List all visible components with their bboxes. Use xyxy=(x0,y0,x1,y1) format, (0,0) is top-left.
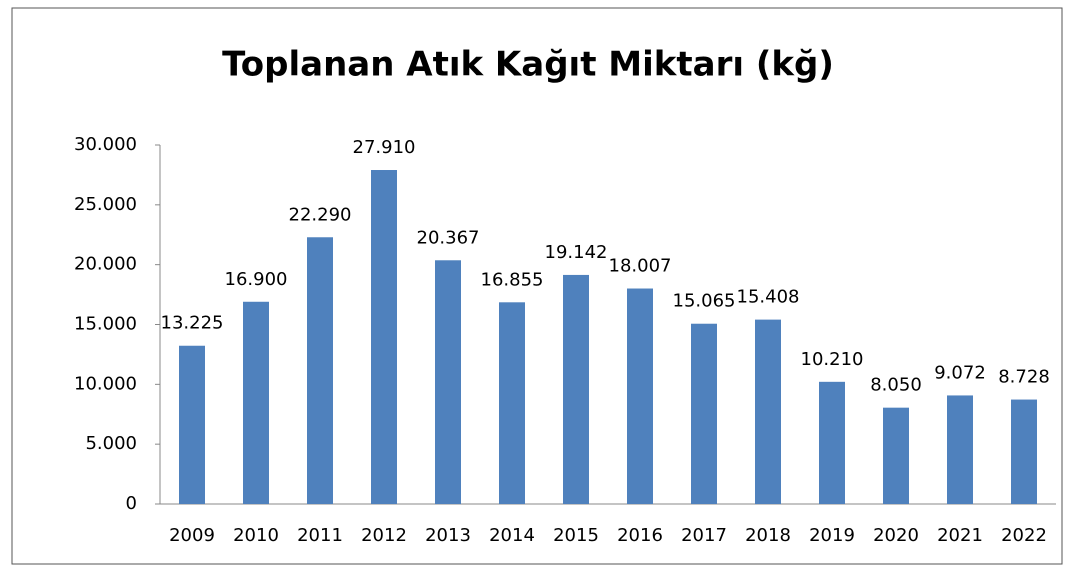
value-label: 27.910 xyxy=(353,137,416,158)
bar xyxy=(627,288,653,504)
value-label: 8.728 xyxy=(998,367,1050,388)
x-tick-label: 2016 xyxy=(617,525,663,546)
y-tick-label: 5.000 xyxy=(85,433,137,454)
bar xyxy=(435,260,461,504)
x-tick-label: 2011 xyxy=(297,525,343,546)
y-tick-label: 25.000 xyxy=(74,194,137,215)
bar xyxy=(179,345,205,504)
value-label: 20.367 xyxy=(417,227,480,248)
x-tick-label: 2021 xyxy=(937,525,983,546)
bar xyxy=(243,301,269,504)
x-tick-label: 2022 xyxy=(1001,525,1047,546)
bar xyxy=(883,407,909,504)
value-label: 13.225 xyxy=(161,313,224,334)
bar xyxy=(563,274,589,504)
y-tick-label: 0 xyxy=(126,493,137,514)
x-tick-label: 2015 xyxy=(553,525,599,546)
x-tick-label: 2017 xyxy=(681,525,727,546)
value-label: 18.007 xyxy=(609,256,672,277)
value-label: 15.408 xyxy=(737,287,800,308)
x-tick-label: 2009 xyxy=(169,525,215,546)
bar xyxy=(819,381,845,504)
x-tick-label: 2010 xyxy=(233,525,279,546)
x-tick-label: 2014 xyxy=(489,525,535,546)
bar xyxy=(1011,399,1037,504)
value-label: 22.290 xyxy=(289,204,352,225)
x-tick-label: 2012 xyxy=(361,525,407,546)
value-label: 8.050 xyxy=(870,375,922,396)
x-tick-label: 2019 xyxy=(809,525,855,546)
y-tick-label: 10.000 xyxy=(74,373,137,394)
bar xyxy=(499,302,525,504)
x-tick-label: 2020 xyxy=(873,525,919,546)
value-label: 9.072 xyxy=(934,362,986,383)
value-label: 15.065 xyxy=(673,291,736,312)
bar xyxy=(307,237,333,504)
bar xyxy=(691,323,717,504)
value-label: 19.142 xyxy=(545,242,608,263)
value-label: 16.900 xyxy=(225,269,288,290)
y-tick-label: 15.000 xyxy=(74,314,137,335)
x-tick-label: 2018 xyxy=(745,525,791,546)
y-tick-label: 20.000 xyxy=(74,254,137,275)
y-tick-label: 30.000 xyxy=(74,134,137,155)
bar xyxy=(947,395,973,504)
bar xyxy=(755,319,781,504)
chart-title: Toplanan Atık Kağıt Miktarı (kğ) xyxy=(222,45,834,85)
x-tick-label: 2013 xyxy=(425,525,471,546)
bar xyxy=(371,170,397,505)
value-label: 16.855 xyxy=(481,269,544,290)
value-label: 10.210 xyxy=(801,349,864,370)
